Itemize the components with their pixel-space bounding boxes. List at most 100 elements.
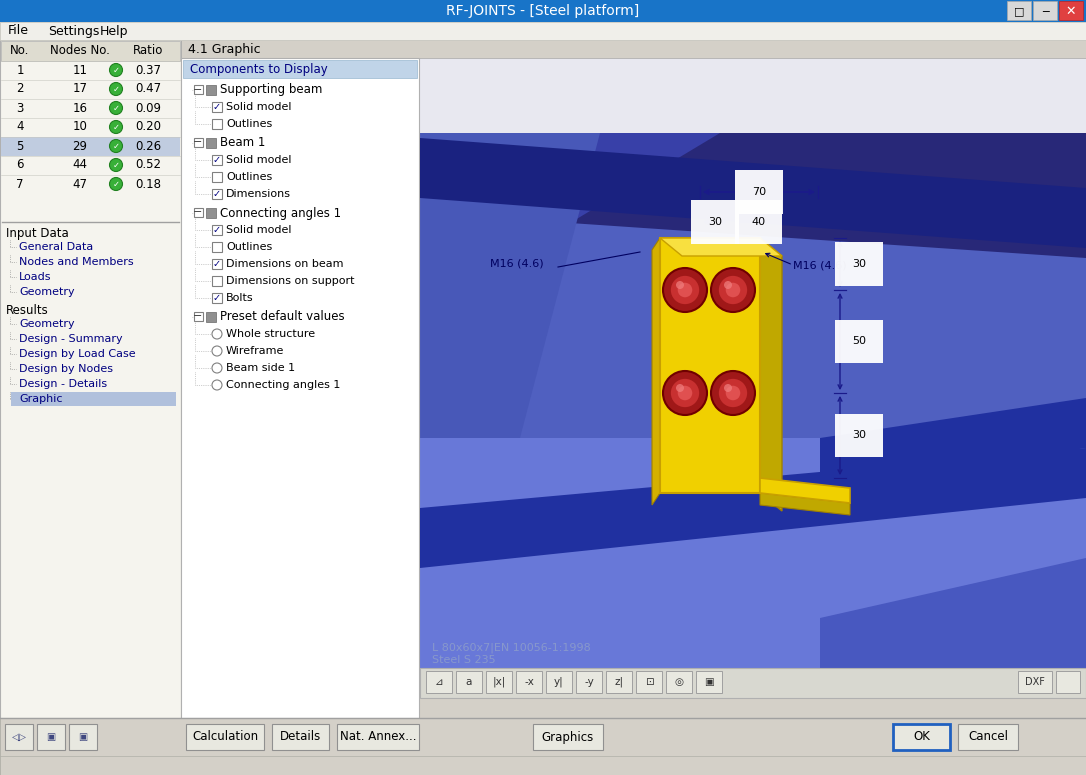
Text: ✓: ✓ — [213, 102, 222, 112]
Polygon shape — [420, 133, 1086, 698]
FancyBboxPatch shape — [696, 671, 722, 693]
Polygon shape — [652, 238, 660, 505]
Text: General Data: General Data — [18, 242, 93, 252]
Text: Help: Help — [100, 25, 128, 37]
FancyBboxPatch shape — [37, 724, 65, 750]
FancyBboxPatch shape — [516, 671, 542, 693]
Text: Loads: Loads — [18, 272, 51, 282]
Text: 47: 47 — [73, 177, 88, 191]
FancyBboxPatch shape — [206, 312, 216, 322]
Text: 70: 70 — [752, 187, 766, 197]
Polygon shape — [760, 238, 782, 511]
FancyBboxPatch shape — [11, 392, 176, 406]
Circle shape — [677, 385, 693, 401]
Text: 0.52: 0.52 — [135, 159, 161, 171]
FancyBboxPatch shape — [272, 724, 329, 750]
Text: Graphic: Graphic — [18, 394, 63, 404]
FancyBboxPatch shape — [212, 293, 222, 303]
Text: Ratio: Ratio — [132, 44, 163, 57]
FancyBboxPatch shape — [206, 138, 216, 148]
Text: −: − — [193, 208, 203, 218]
Text: 10: 10 — [73, 120, 88, 133]
FancyBboxPatch shape — [533, 724, 603, 750]
Text: Beam 1: Beam 1 — [220, 136, 265, 150]
Text: ⊡: ⊡ — [645, 677, 654, 687]
Text: 0.37: 0.37 — [135, 64, 161, 77]
Text: 7: 7 — [16, 177, 24, 191]
Text: Design - Summary: Design - Summary — [18, 334, 123, 344]
FancyBboxPatch shape — [546, 671, 572, 693]
Text: 0.09: 0.09 — [135, 102, 161, 115]
Text: a: a — [466, 677, 472, 687]
Text: ✓: ✓ — [213, 189, 222, 199]
Text: z|: z| — [615, 677, 623, 687]
Text: ✓: ✓ — [213, 293, 222, 303]
Circle shape — [718, 275, 748, 305]
Circle shape — [212, 329, 222, 339]
Circle shape — [110, 140, 123, 153]
Text: Graphics: Graphics — [542, 731, 594, 743]
Circle shape — [670, 275, 700, 305]
Text: Geometry: Geometry — [18, 319, 75, 329]
Text: 50: 50 — [853, 336, 866, 346]
Polygon shape — [420, 133, 720, 338]
FancyBboxPatch shape — [5, 724, 33, 750]
Text: 5: 5 — [16, 140, 24, 153]
FancyBboxPatch shape — [206, 85, 216, 95]
Text: Nat. Annex...: Nat. Annex... — [340, 731, 416, 743]
Circle shape — [110, 120, 123, 133]
FancyBboxPatch shape — [212, 102, 222, 112]
Text: ─: ─ — [1041, 6, 1048, 16]
FancyBboxPatch shape — [0, 0, 1086, 22]
Text: Beam side 1: Beam side 1 — [226, 363, 295, 373]
Text: Whole structure: Whole structure — [226, 329, 315, 339]
FancyBboxPatch shape — [206, 208, 216, 218]
FancyBboxPatch shape — [420, 58, 1086, 133]
Text: □: □ — [1013, 6, 1024, 16]
FancyBboxPatch shape — [660, 238, 760, 493]
Circle shape — [212, 363, 222, 373]
FancyBboxPatch shape — [184, 60, 417, 78]
Text: Dimensions on beam: Dimensions on beam — [226, 259, 343, 269]
Text: ✓: ✓ — [113, 180, 119, 188]
Text: |x|: |x| — [492, 677, 506, 687]
Text: Preset default values: Preset default values — [220, 311, 344, 323]
Text: 30: 30 — [853, 430, 866, 440]
Text: −: − — [193, 84, 203, 95]
Text: -x: -x — [525, 677, 534, 687]
Text: Nodes No.: Nodes No. — [50, 44, 110, 57]
FancyBboxPatch shape — [212, 276, 222, 286]
Text: 1: 1 — [16, 64, 24, 77]
Polygon shape — [570, 133, 1086, 258]
Text: 11: 11 — [73, 64, 88, 77]
FancyBboxPatch shape — [893, 724, 950, 750]
Text: Outlines: Outlines — [226, 119, 273, 129]
Text: M16 (4.6): M16 (4.6) — [490, 259, 544, 269]
Circle shape — [662, 371, 707, 415]
Text: Dimensions on support: Dimensions on support — [226, 276, 354, 286]
Text: −: − — [193, 312, 203, 322]
FancyBboxPatch shape — [1, 137, 180, 156]
Circle shape — [110, 82, 123, 95]
Text: Wireframe: Wireframe — [226, 346, 285, 356]
FancyBboxPatch shape — [212, 155, 222, 165]
Text: RF-JOINTS - [Steel platform]: RF-JOINTS - [Steel platform] — [446, 4, 640, 18]
Circle shape — [212, 380, 222, 390]
Polygon shape — [760, 493, 850, 515]
Text: No.: No. — [10, 44, 29, 57]
FancyBboxPatch shape — [181, 58, 419, 718]
Text: 30: 30 — [708, 217, 722, 227]
Circle shape — [711, 371, 755, 415]
Text: ◁▷: ◁▷ — [12, 732, 26, 742]
FancyBboxPatch shape — [426, 671, 452, 693]
FancyBboxPatch shape — [456, 671, 482, 693]
Text: 3: 3 — [16, 102, 24, 115]
Text: L 80x60x7|EN 10056-1:1998: L 80x60x7|EN 10056-1:1998 — [432, 642, 591, 653]
Circle shape — [675, 281, 684, 289]
Text: 40: 40 — [752, 217, 766, 227]
Text: M16 (4.6): M16 (4.6) — [793, 260, 847, 270]
FancyBboxPatch shape — [420, 668, 1086, 698]
Text: −: − — [193, 137, 203, 147]
FancyBboxPatch shape — [212, 259, 222, 269]
Polygon shape — [665, 272, 705, 312]
